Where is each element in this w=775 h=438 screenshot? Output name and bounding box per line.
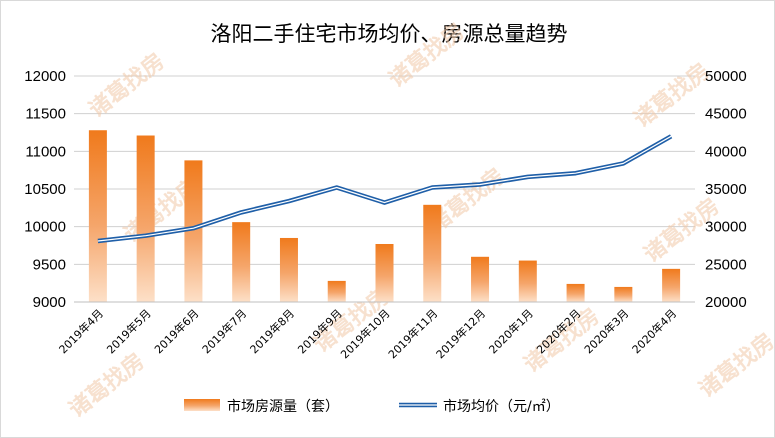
bar [88, 130, 107, 302]
x-tick-label: 2019年11月 [385, 306, 440, 361]
bar-series [88, 130, 681, 302]
bar [279, 237, 298, 302]
y-right-tick-label: 45000 [705, 106, 747, 123]
y-left-tick-label: 11500 [25, 106, 66, 123]
y-left-tick-label: 12000 [24, 68, 66, 85]
bar [136, 135, 155, 302]
legend-swatch-bar [184, 399, 220, 411]
x-tick-label: 2019年6月 [151, 306, 201, 356]
y-left-tick-label: 9500 [33, 256, 66, 273]
x-tick-label: 2020年4月 [629, 306, 679, 356]
y-left-tick-label: 11000 [25, 143, 66, 160]
legend-label-line: 市场均价（元/㎡） [443, 398, 560, 415]
bar [662, 268, 681, 302]
gridlines [74, 75, 695, 303]
watermark-text: 诸葛找房 [64, 348, 149, 423]
bar [471, 256, 490, 302]
x-tick-label: 2019年5月 [104, 306, 154, 356]
y-right-tick-label: 35000 [705, 181, 747, 198]
bar [566, 283, 585, 302]
bar [614, 286, 633, 302]
line-series [97, 134, 673, 244]
y-left-tick-label: 10500 [24, 181, 66, 198]
bar [518, 260, 537, 302]
y-right-tick-label: 20000 [705, 294, 747, 311]
x-tick-label: 2019年4月 [56, 306, 106, 356]
bar [327, 280, 346, 302]
bar [375, 243, 394, 302]
price-line-inner [97, 135, 672, 242]
x-tick-label: 2020年1月 [486, 306, 536, 356]
legend: 市场房源量（套） 市场均价（元/㎡） [184, 398, 560, 415]
legend-label-bar: 市场房源量（套） [227, 398, 339, 415]
watermark-text: 诸葛找房 [84, 48, 169, 123]
y-axis-right: 20000 25000 30000 35000 40000 45000 50000 [705, 68, 747, 311]
bar [423, 204, 442, 302]
bar [184, 160, 203, 302]
watermark-text: 诸葛找房 [694, 328, 774, 403]
y-right-tick-label: 40000 [705, 143, 747, 160]
y-left-tick-label: 9000 [33, 294, 66, 311]
y-right-tick-label: 30000 [705, 219, 747, 236]
y-right-tick-label: 25000 [705, 256, 747, 273]
bar [232, 222, 251, 302]
chart-title: 洛阳二手住宅市场均价、房源总量趋势 [211, 22, 568, 46]
y-right-tick-label: 50000 [705, 68, 747, 85]
x-tick-label: 2019年12月 [433, 306, 488, 361]
y-axis-left: 9000 9500 10000 10500 11000 11500 12000 [24, 68, 66, 311]
x-tick-label: 2019年8月 [247, 306, 297, 356]
x-tick-label: 2019年7月 [199, 306, 249, 356]
y-left-tick-label: 10000 [24, 219, 66, 236]
watermark-text: 诸葛找房 [629, 58, 714, 133]
